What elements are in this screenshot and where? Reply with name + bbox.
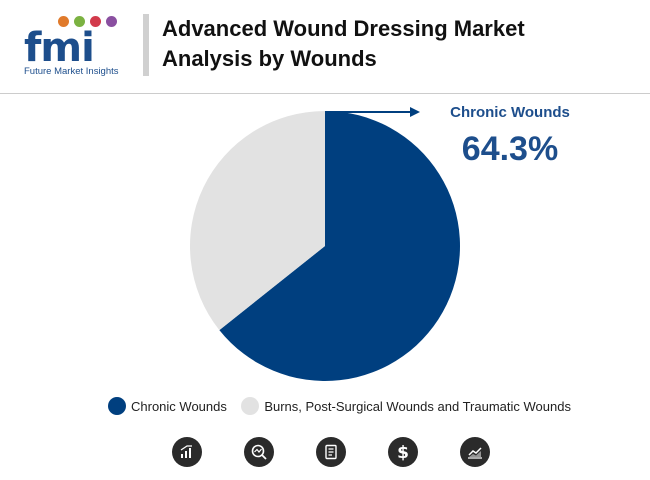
legend-item-chronic: Chronic Wounds [108,397,227,415]
logo-text: fmi [24,25,95,71]
footer-icons: $ [172,437,492,469]
legend-swatch-burns [241,397,260,415]
legend-label-burns: Burns, Post-Surgical Wounds and Traumati… [264,398,571,414]
document-icon [316,437,346,467]
svg-text:$: $ [397,443,409,461]
pie-chart [190,107,460,382]
page-title: Advanced Wound Dressing Market Analysis … [162,14,622,74]
title-line-2: Analysis by Wounds [162,46,377,71]
title-accent-bar [143,14,149,76]
legend-swatch-chronic [108,397,126,415]
header: fmi Future Market Insights Advanced Woun… [0,0,650,92]
header-divider [0,93,650,94]
logo-dots [58,14,122,28]
dollar-icon: $ [388,437,418,467]
logo-subtitle: Future Market Insights [24,66,119,77]
fmi-logo: fmi Future Market Insights [24,12,136,78]
legend: Chronic Wounds Burns, Post-Surgical Woun… [108,397,581,417]
callout-value: 64.3% [461,130,559,168]
pie-slice-chronic-wounds [219,111,460,382]
pie-slice-burns-post-surgical-traumatic [190,111,325,331]
legend-item-burns: Burns, Post-Surgical Wounds and Traumati… [241,397,571,415]
legend-label-chronic: Chronic Wounds [131,398,227,414]
bar-chart-icon [172,437,202,467]
callout-arrowhead [410,107,420,117]
title-line-1: Advanced Wound Dressing Market [162,16,525,41]
callout-label: Chronic Wounds [450,104,570,121]
magnifier-icon [244,437,274,467]
trend-chart-icon [460,437,490,467]
